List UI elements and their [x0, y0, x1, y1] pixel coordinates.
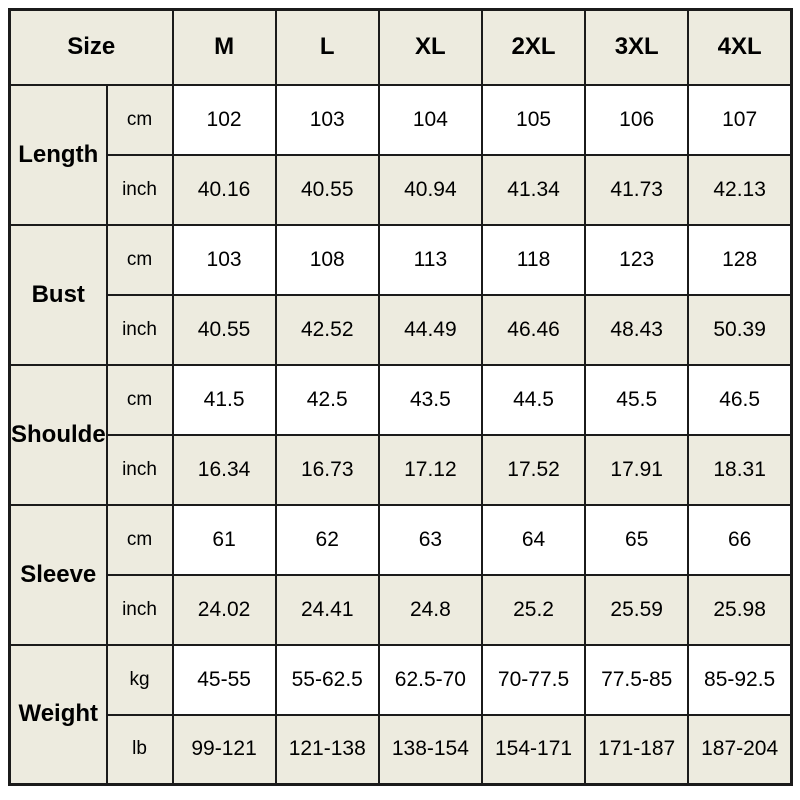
value-cell: 55-62.5	[274, 643, 380, 716]
value-cell: 154-171	[480, 713, 587, 786]
unit-cell: cm	[105, 503, 174, 576]
value-cell: 40.16	[171, 153, 277, 226]
row-length-cm: Length cm 102 103 104 105 106 107	[8, 83, 793, 226]
value-cell: 41.73	[584, 153, 690, 226]
value-cell: 128	[687, 223, 793, 296]
unit-cell: inch	[105, 153, 174, 226]
unit-cell: cm	[105, 363, 174, 436]
row-shoulder-inch: inch 16.34 16.73 17.12 17.52 17.91 18.31	[10, 433, 793, 506]
value-cell: 48.43	[584, 293, 690, 366]
value-cell: 45-55	[171, 643, 277, 716]
value-cell: 106	[584, 83, 690, 156]
value-cell: 41.34	[480, 153, 587, 226]
value-cell: 85-92.5	[687, 643, 793, 716]
size-col-header-xl: XL	[377, 8, 483, 86]
value-cell: 41.5	[171, 363, 277, 436]
row-label-weight: Weight	[8, 643, 108, 786]
size-col-header-m: M	[171, 8, 277, 86]
value-cell: 45.5	[584, 363, 690, 436]
value-cell: 118	[480, 223, 587, 296]
value-cell: 138-154	[377, 713, 483, 786]
value-cell: 187-204	[687, 713, 793, 786]
value-cell: 108	[274, 223, 380, 296]
row-weight-kg: Weight kg 45-55 55-62.5 62.5-70 70-77.5 …	[8, 643, 793, 786]
row-bust-inch: inch 40.55 42.52 44.49 46.46 48.43 50.39	[10, 293, 793, 366]
value-cell: 104	[377, 83, 483, 156]
row-label-length: Length	[8, 83, 108, 226]
value-cell: 102	[171, 83, 277, 156]
row-shoulder-cm: Shoulder cm 41.5 42.5 43.5 44.5 45.5 46.…	[8, 363, 793, 506]
size-chart-table: Size M L XL 2XL 3XL 4XL Length cm 102 10…	[8, 8, 793, 786]
header-row: Size M L XL 2XL 3XL 4XL	[8, 8, 793, 86]
unit-cell: inch	[105, 573, 174, 646]
unit-cell: inch	[105, 433, 174, 506]
size-col-header-2xl: 2XL	[480, 8, 587, 86]
value-cell: 25.2	[480, 573, 587, 646]
value-cell: 123	[584, 223, 690, 296]
value-cell: 103	[171, 223, 277, 296]
value-cell: 63	[377, 503, 483, 576]
row-label-bust: Bust	[8, 223, 108, 366]
value-cell: 18.31	[687, 433, 793, 506]
value-cell: 64	[480, 503, 587, 576]
value-cell: 42.52	[274, 293, 380, 366]
row-label-shoulder: Shoulder	[8, 363, 108, 506]
unit-cell: kg	[105, 643, 174, 716]
value-cell: 42.13	[687, 153, 793, 226]
unit-cell: cm	[105, 223, 174, 296]
value-cell: 24.41	[274, 573, 380, 646]
value-cell: 16.73	[274, 433, 380, 506]
unit-cell: inch	[105, 293, 174, 366]
value-cell: 17.52	[480, 433, 587, 506]
value-cell: 107	[687, 83, 793, 156]
value-cell: 62	[274, 503, 380, 576]
value-cell: 103	[274, 83, 380, 156]
value-cell: 99-121	[171, 713, 277, 786]
value-cell: 105	[480, 83, 587, 156]
value-cell: 25.98	[687, 573, 793, 646]
unit-cell: lb	[105, 713, 174, 786]
value-cell: 50.39	[687, 293, 793, 366]
value-cell: 16.34	[171, 433, 277, 506]
value-cell: 171-187	[584, 713, 690, 786]
value-cell: 65	[584, 503, 690, 576]
value-cell: 70-77.5	[480, 643, 587, 716]
row-bust-cm: Bust cm 103 108 113 118 123 128	[8, 223, 793, 366]
value-cell: 46.5	[687, 363, 793, 436]
size-corner-header: Size	[8, 8, 174, 86]
value-cell: 46.46	[480, 293, 587, 366]
value-cell: 43.5	[377, 363, 483, 436]
value-cell: 40.55	[171, 293, 277, 366]
row-label-sleeve: Sleeve	[8, 503, 108, 646]
value-cell: 24.02	[171, 573, 277, 646]
value-cell: 44.5	[480, 363, 587, 436]
size-col-header-3xl: 3XL	[584, 8, 690, 86]
row-weight-lb: lb 99-121 121-138 138-154 154-171 171-18…	[10, 713, 793, 786]
value-cell: 24.8	[377, 573, 483, 646]
value-cell: 17.12	[377, 433, 483, 506]
value-cell: 42.5	[274, 363, 380, 436]
value-cell: 121-138	[274, 713, 380, 786]
row-sleeve-cm: Sleeve cm 61 62 63 64 65 66	[8, 503, 793, 646]
row-sleeve-inch: inch 24.02 24.41 24.8 25.2 25.59 25.98	[10, 573, 793, 646]
value-cell: 44.49	[377, 293, 483, 366]
size-col-header-l: L	[274, 8, 380, 86]
value-cell: 66	[687, 503, 793, 576]
value-cell: 113	[377, 223, 483, 296]
value-cell: 25.59	[584, 573, 690, 646]
row-length-inch: inch 40.16 40.55 40.94 41.34 41.73 42.13	[10, 153, 793, 226]
value-cell: 17.91	[584, 433, 690, 506]
size-col-header-4xl: 4XL	[687, 8, 793, 86]
value-cell: 61	[171, 503, 277, 576]
value-cell: 40.94	[377, 153, 483, 226]
value-cell: 62.5-70	[377, 643, 483, 716]
value-cell: 40.55	[274, 153, 380, 226]
unit-cell: cm	[105, 83, 174, 156]
value-cell: 77.5-85	[584, 643, 690, 716]
